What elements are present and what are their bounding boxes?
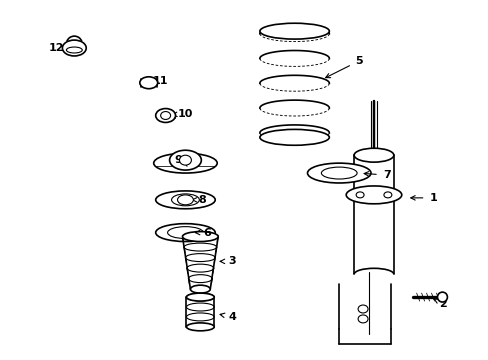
- Ellipse shape: [190, 285, 210, 293]
- Ellipse shape: [171, 194, 199, 206]
- Ellipse shape: [186, 303, 214, 311]
- Ellipse shape: [185, 254, 215, 262]
- Text: 7: 7: [382, 170, 390, 180]
- Text: 5: 5: [355, 56, 362, 66]
- Ellipse shape: [155, 224, 215, 242]
- Ellipse shape: [437, 292, 447, 302]
- Ellipse shape: [346, 186, 401, 204]
- Ellipse shape: [182, 231, 218, 242]
- Ellipse shape: [62, 40, 86, 56]
- Text: 2: 2: [439, 299, 447, 309]
- Ellipse shape: [259, 129, 328, 145]
- Ellipse shape: [186, 293, 214, 301]
- Ellipse shape: [357, 305, 367, 313]
- Ellipse shape: [321, 167, 356, 179]
- Ellipse shape: [259, 23, 328, 39]
- Ellipse shape: [161, 112, 170, 120]
- Text: 1: 1: [429, 193, 436, 203]
- Ellipse shape: [186, 313, 214, 321]
- Ellipse shape: [357, 315, 367, 323]
- Ellipse shape: [155, 191, 215, 209]
- Ellipse shape: [355, 192, 364, 198]
- Ellipse shape: [153, 153, 217, 173]
- Text: 3: 3: [228, 256, 235, 266]
- Text: 12: 12: [49, 43, 64, 53]
- Ellipse shape: [155, 109, 175, 122]
- Ellipse shape: [353, 148, 393, 162]
- Text: 11: 11: [153, 76, 168, 86]
- Ellipse shape: [186, 323, 214, 331]
- Ellipse shape: [140, 77, 157, 89]
- Ellipse shape: [188, 275, 212, 283]
- Ellipse shape: [179, 155, 191, 165]
- Ellipse shape: [383, 192, 391, 198]
- Ellipse shape: [182, 233, 218, 240]
- Text: 8: 8: [198, 195, 206, 205]
- Text: 9: 9: [174, 155, 182, 165]
- Ellipse shape: [177, 195, 193, 205]
- Ellipse shape: [186, 264, 213, 272]
- Text: 6: 6: [203, 228, 211, 238]
- Text: 10: 10: [178, 108, 193, 118]
- Ellipse shape: [169, 150, 201, 170]
- Ellipse shape: [183, 243, 216, 251]
- Ellipse shape: [167, 227, 203, 239]
- Ellipse shape: [186, 293, 214, 301]
- Text: 4: 4: [228, 312, 236, 322]
- Ellipse shape: [307, 163, 370, 183]
